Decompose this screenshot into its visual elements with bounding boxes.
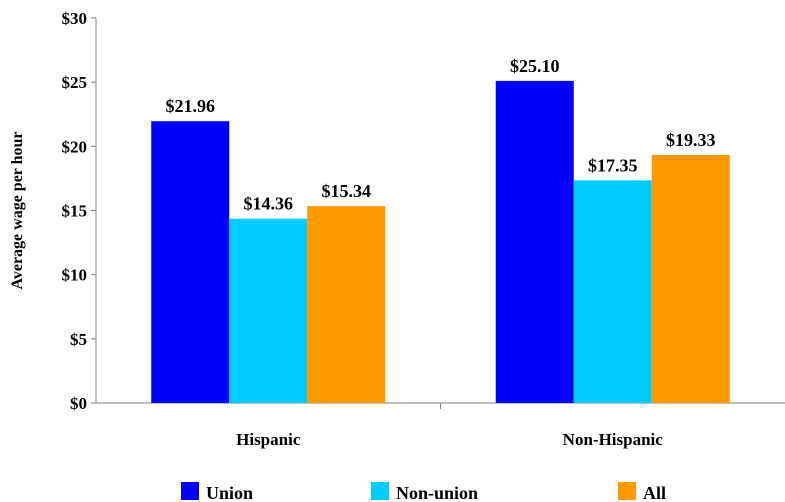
legend-label: Non-union (396, 483, 478, 502)
data-label: $25.10 (510, 56, 560, 76)
data-label: $17.35 (588, 155, 638, 175)
bar (573, 180, 652, 403)
bar (651, 154, 730, 403)
y-tick-label: $15 (62, 202, 88, 221)
bar (307, 206, 386, 403)
data-labels: $21.96 $14.36 $15.34 $25.10 $17.35 $19.33 (166, 56, 716, 214)
x-category-label: Non-Hispanic (563, 430, 664, 449)
axes: $0 $5 $10 $15 $20 $25 $30 Average wage per hour… (9, 9, 785, 449)
legend-label: All (643, 483, 666, 502)
y-tick-label: $5 (70, 330, 87, 349)
bar (151, 121, 230, 404)
y-tick-label: $20 (62, 137, 88, 156)
y-tick-label: $0 (70, 394, 87, 413)
y-axis-title: Average wage per hour (9, 131, 26, 289)
legend-swatch (371, 482, 389, 500)
y-tick-label: $30 (62, 9, 88, 28)
y-tick-label: $10 (62, 266, 88, 285)
legend-swatch (618, 482, 636, 500)
x-category-label: Hispanic (236, 430, 301, 449)
data-label: $15.34 (322, 181, 372, 201)
y-tick-label: $25 (62, 73, 88, 92)
data-label: $21.96 (166, 96, 216, 116)
legend-label: Union (206, 483, 253, 502)
bars (151, 80, 730, 404)
bar (495, 80, 574, 403)
data-label: $19.33 (666, 130, 716, 150)
bar (229, 218, 308, 403)
legend: Union Non-union All (181, 482, 666, 502)
data-label: $14.36 (244, 194, 294, 214)
legend-swatch (181, 482, 199, 500)
